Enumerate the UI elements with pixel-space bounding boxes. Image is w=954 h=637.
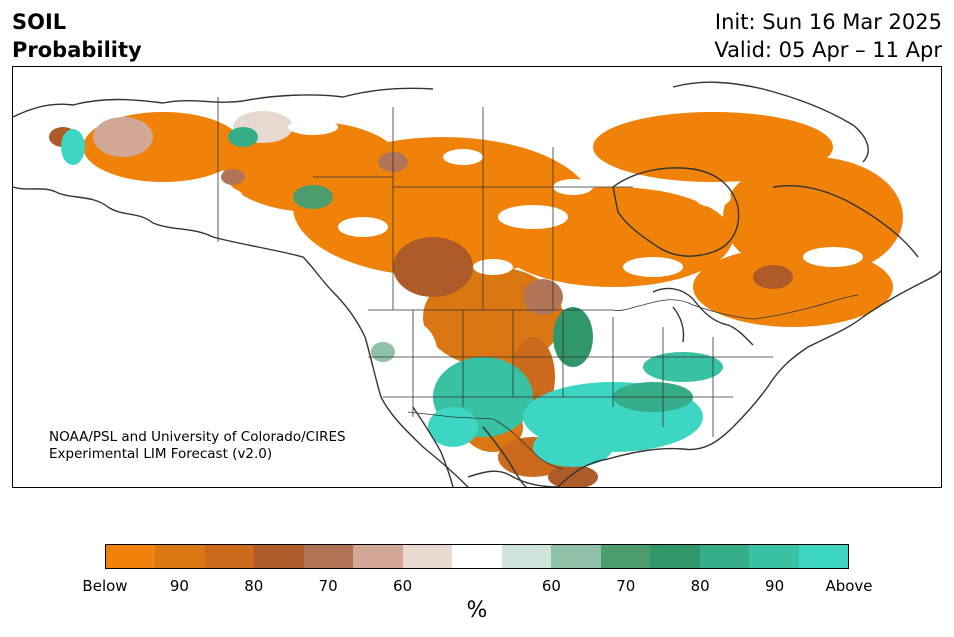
probability-region — [693, 247, 893, 327]
map-title: SOIL Probability — [12, 8, 142, 64]
colorbar-segment — [353, 545, 403, 568]
near-normal-region — [338, 217, 388, 237]
probability-region — [553, 307, 593, 367]
colorbar-tick-label: Below — [82, 577, 128, 595]
probability-region — [228, 127, 258, 147]
credit-line-1: NOAA/PSL and University of Colorado/CIRE… — [49, 429, 346, 445]
colorbar-segment — [551, 545, 601, 568]
credit-text: NOAA/PSL and University of Colorado/CIRE… — [49, 429, 346, 463]
near-normal-region — [623, 257, 683, 277]
colorbar-segment — [106, 545, 156, 568]
probability-region — [293, 185, 333, 209]
colorbar — [105, 544, 849, 569]
probability-region — [548, 465, 598, 487]
colorbar-segment — [501, 545, 552, 568]
colorbar-tick-label: 90 — [169, 577, 189, 595]
near-normal-region — [695, 187, 731, 207]
colorbar-tick-label: 70 — [318, 577, 338, 595]
colorbar-tick-label: 90 — [765, 577, 785, 595]
colorbar-segment — [155, 545, 205, 568]
political-borders — [217, 97, 859, 470]
colorbar-segment — [650, 545, 700, 568]
probability-region — [393, 237, 473, 297]
near-normal-region — [498, 205, 568, 229]
colorbar-tick-label: 70 — [616, 577, 636, 595]
credit-line-2: Experimental LIM Forecast (v2.0) — [49, 446, 273, 462]
colorbar-segment — [402, 545, 453, 568]
colorbar-segment — [452, 545, 502, 568]
colorbar-segment — [254, 545, 304, 568]
colorbar-segment — [699, 545, 750, 568]
probability-region — [93, 117, 153, 157]
probability-map — [13, 81, 941, 487]
near-normal-region — [803, 247, 863, 267]
colorbar-tick-label: 60 — [541, 577, 561, 595]
near-normal-region — [473, 259, 513, 275]
near-normal-region — [443, 149, 483, 165]
colorbar-segment — [749, 545, 799, 568]
probability-region — [371, 342, 395, 362]
probability-region — [428, 407, 478, 447]
valid-dates: Valid: 05 Apr – 11 Apr — [714, 38, 942, 62]
colorbar-tick-label: 80 — [244, 577, 264, 595]
title-variable: SOIL — [12, 10, 67, 34]
coastlines — [13, 81, 941, 487]
colorbar-segment — [600, 545, 651, 568]
colorbar-tick-label: 80 — [690, 577, 710, 595]
colorbar-tick-label: Above — [825, 577, 873, 595]
map-panel: NOAA/PSL and University of Colorado/CIRE… — [12, 66, 942, 488]
near-normal-region — [183, 185, 243, 209]
colorbar-segment — [204, 545, 255, 568]
probability-region — [643, 352, 723, 382]
probability-region — [61, 129, 85, 165]
near-normal-region — [288, 119, 338, 135]
colorbar-tick-label: 60 — [393, 577, 413, 595]
title-type: Probability — [12, 38, 142, 62]
probability-region — [753, 265, 793, 289]
probability-region — [533, 427, 613, 467]
init-date: Init: Sun 16 Mar 2025 — [714, 10, 942, 34]
probability-region — [221, 169, 245, 185]
colorbar-segment — [303, 545, 354, 568]
probability-region — [493, 187, 733, 287]
probability-region — [223, 122, 403, 212]
forecast-dates: Init: Sun 16 Mar 2025 Valid: 05 Apr – 11… — [714, 8, 942, 64]
colorbar-unit-label: % — [466, 598, 488, 623]
probability-region — [723, 157, 903, 277]
colorbar-segment — [798, 545, 849, 568]
